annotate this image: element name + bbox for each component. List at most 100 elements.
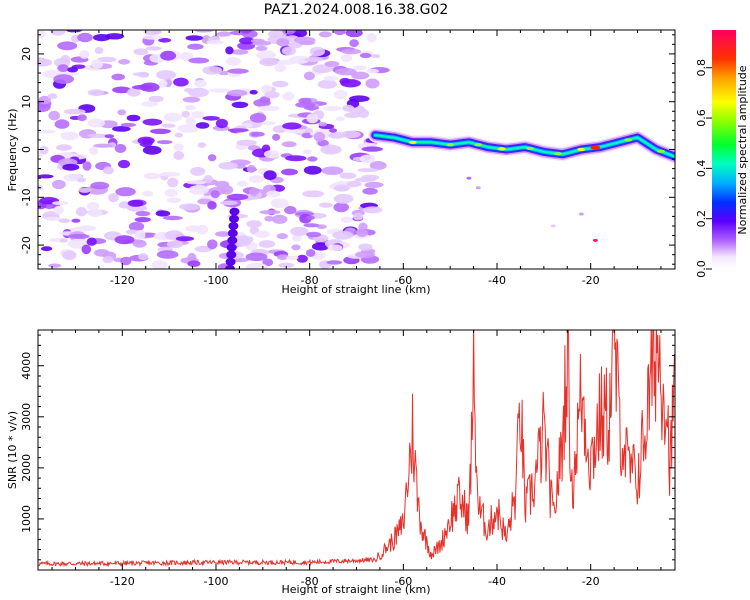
noise-blob [63, 108, 86, 115]
stray-point [592, 238, 598, 242]
noise-blob [226, 89, 248, 97]
noise-blob [249, 113, 267, 123]
noise-blob [351, 71, 370, 80]
noise-blob [216, 31, 232, 37]
noise-blob [185, 180, 207, 185]
x-tick-label: -80 [301, 575, 319, 588]
noise-blob [225, 46, 234, 55]
noise-blob [131, 84, 154, 90]
noise-blob [340, 130, 361, 139]
noise-blob [77, 114, 87, 122]
noise-blob [296, 254, 308, 263]
noise-blob [194, 245, 213, 253]
noise-blob [191, 111, 205, 119]
noise-blob [335, 116, 345, 122]
noise-blob [232, 235, 254, 245]
colorbar-ticks: 0.0 0.2 0.4 0.6 0.8 [695, 59, 712, 278]
noise-blob [114, 235, 135, 245]
spectrogram-x-axis-label: Height of straight line (km) [281, 283, 430, 296]
noise-blob [272, 80, 289, 88]
noise-blob [250, 38, 265, 44]
noise-blob [206, 40, 224, 45]
noise-blob [259, 210, 281, 215]
noise-blob [128, 221, 145, 232]
noise-blob [306, 231, 322, 238]
ridge-highlight [408, 140, 417, 144]
noise-blob [66, 30, 82, 33]
ridge-highlight [446, 143, 455, 147]
snr-series-line [38, 330, 675, 568]
noise-blob [54, 119, 70, 129]
ridge-highlight [497, 147, 506, 151]
noise-blob [264, 91, 280, 99]
noise-blob [142, 190, 154, 197]
noise-blob [249, 187, 259, 197]
stray-point [550, 224, 556, 228]
noise-blob [62, 163, 80, 171]
noise-blob [163, 112, 182, 122]
noise-blob [281, 168, 298, 176]
noise-blob [227, 68, 249, 74]
x-tick-label: -40 [488, 575, 506, 588]
noise-blob [334, 184, 350, 192]
noise-blob [255, 45, 268, 52]
noise-blob [58, 218, 71, 223]
streak-blob [226, 250, 237, 259]
noise-blob [195, 122, 210, 129]
noise-blob [185, 225, 203, 232]
noise-blob [259, 121, 276, 126]
noise-blob [156, 70, 176, 80]
noise-blob [158, 79, 168, 88]
noise-blob [249, 89, 258, 95]
noise-blob [226, 193, 249, 201]
noise-blob [231, 101, 249, 109]
noise-blob [332, 230, 354, 240]
noise-blob [103, 166, 114, 175]
noise-blob [282, 122, 302, 130]
colorbar-tick-label: 0.8 [695, 59, 708, 77]
noise-blob [357, 168, 379, 173]
noise-blob [246, 220, 262, 228]
noise-blob [67, 67, 78, 73]
noise-blob [112, 125, 131, 132]
noise-blob [187, 87, 209, 98]
noise-blob [137, 136, 155, 145]
noise-blob [318, 31, 332, 38]
noise-blob [306, 249, 316, 257]
x-tick-label: -120 [110, 575, 135, 588]
noise-blob [173, 143, 184, 151]
y-tick-label: 1000 [20, 505, 33, 533]
noise-blob [173, 150, 185, 160]
noise-blob [356, 228, 368, 237]
noise-blob [282, 91, 295, 101]
noise-blob [104, 134, 115, 139]
noise-blob [134, 229, 146, 240]
noise-blob [272, 133, 281, 141]
ridge-highlight [474, 143, 483, 147]
noise-blob [68, 233, 90, 239]
noise-blob [364, 181, 384, 188]
snr-panel: -120 -100 -80 -60 -40 -20 1000 2000 3000 4000 Hei… [6, 329, 676, 596]
streak-blob [226, 243, 237, 252]
noise-blob [353, 65, 367, 70]
noise-blob [281, 141, 297, 148]
noise-blob [277, 254, 289, 260]
noise-blob [78, 187, 92, 193]
noise-blob [188, 57, 210, 64]
noise-blob [159, 171, 181, 177]
noise-blob [76, 207, 87, 217]
noise-blob [254, 230, 271, 238]
noise-blob [82, 161, 92, 171]
stray-point [466, 176, 472, 180]
noise-blob [148, 95, 164, 103]
noise-blob [326, 260, 343, 265]
noise-blob [160, 50, 177, 61]
noise-blob [329, 128, 338, 133]
noise-blob [290, 226, 309, 236]
noise-blob [342, 104, 355, 112]
noise-blob [270, 198, 289, 209]
noise-blob [286, 255, 299, 260]
noise-blob [276, 233, 288, 240]
noise-blob [207, 201, 217, 210]
noise-blob [369, 161, 387, 170]
